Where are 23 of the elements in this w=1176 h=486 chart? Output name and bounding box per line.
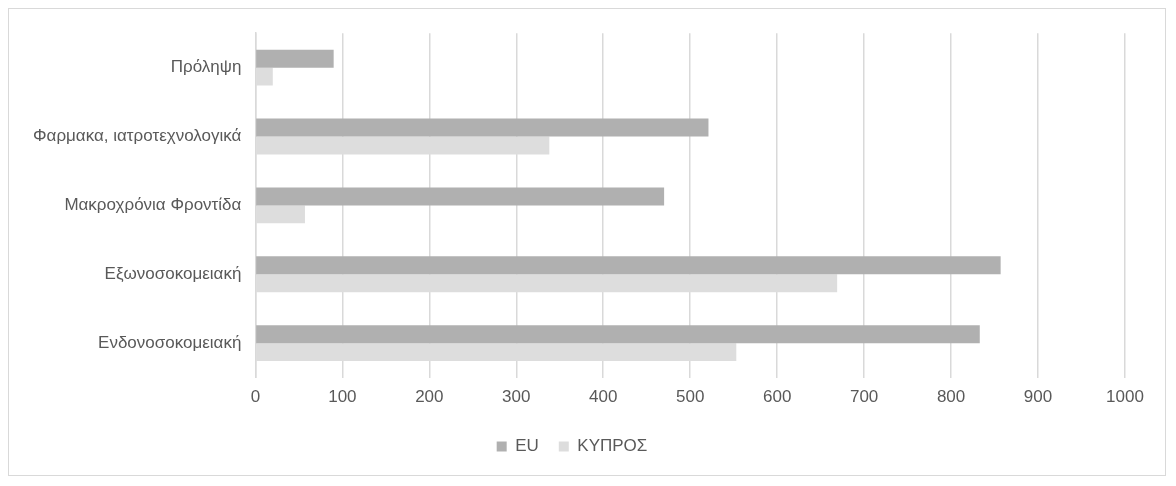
x-tick-label: 1000 — [1106, 387, 1144, 407]
x-tick-label: 900 — [1023, 387, 1053, 407]
y-tick-label: Μακροχρόνια Φροντίδα — [64, 195, 242, 215]
x-tick-label: 700 — [849, 387, 879, 407]
y-tick-label: Ενδονοσοκομειακή — [98, 332, 242, 352]
y-tick-label: Εξωνοσοκομειακή — [104, 263, 242, 283]
x-tick-label: 300 — [502, 387, 531, 407]
bar — [256, 256, 1001, 275]
bar — [256, 118, 709, 137]
y-tick-label: Πρόληψη — [170, 57, 242, 77]
y-tick-label: Φαρμακα, ιατροτεχνολογικά — [32, 126, 242, 146]
bar — [256, 325, 980, 344]
legend-label: ΚΥΠΡΟΣ — [577, 436, 648, 456]
legend-label: EU — [515, 436, 539, 456]
x-tick-label: 600 — [762, 387, 792, 407]
bar — [256, 49, 334, 68]
x-tick-label: 0 — [250, 387, 261, 407]
x-tick-label: 500 — [676, 387, 705, 407]
bar — [256, 187, 665, 206]
x-tick-label: 800 — [936, 387, 966, 407]
x-tick-label: 400 — [589, 387, 618, 407]
x-tick-label: 200 — [415, 387, 444, 407]
x-tick-label: 100 — [328, 387, 357, 407]
